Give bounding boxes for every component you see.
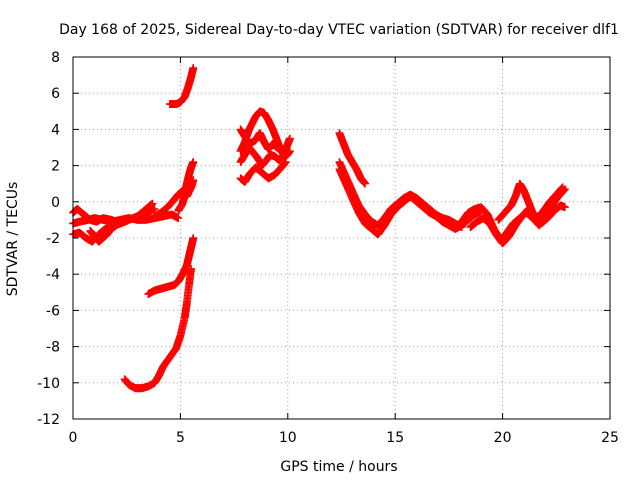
x-axis-label: GPS time / hours <box>280 459 397 475</box>
data-point-marker <box>558 183 567 192</box>
y-tick-label: -8 <box>46 340 60 356</box>
data-point-marker <box>286 134 294 143</box>
y-tick-label: -10 <box>37 376 60 392</box>
series-arc-13 <box>236 158 290 186</box>
x-tick-label: 25 <box>601 430 619 446</box>
data-point-marker <box>361 179 369 188</box>
y-tick-label: 4 <box>51 122 60 138</box>
x-tick-label: 5 <box>176 430 185 446</box>
y-tick-label: -6 <box>46 303 60 319</box>
data-point-marker <box>187 264 195 273</box>
grid-layer <box>73 57 610 419</box>
x-tick-label: 15 <box>386 430 404 446</box>
data-marks <box>69 64 569 393</box>
series-arc-4 <box>86 216 131 246</box>
data-point-marker <box>561 203 569 212</box>
data-point-marker <box>189 234 198 242</box>
x-tick-label: 0 <box>69 430 78 446</box>
x-tick-label: 20 <box>494 430 512 446</box>
y-tick-label: 0 <box>51 195 60 211</box>
axis-ticks: 0 5 10 15 20 25 -12 -10 -8 -6 -4 -2 0 2 4 6 8 <box>37 50 619 446</box>
y-tick-label: -12 <box>37 412 60 428</box>
series-arc-9 <box>120 264 195 393</box>
y-axis-label: SDTVAR / TECUs <box>5 182 21 297</box>
y-tick-label: -2 <box>46 231 60 247</box>
data-point-marker <box>148 199 157 208</box>
y-tick-label: 6 <box>51 86 60 102</box>
data-point-marker <box>122 216 131 224</box>
y-tick-label: -4 <box>46 267 60 283</box>
series-arc-12 <box>236 134 294 170</box>
y-tick-label: 2 <box>51 159 60 175</box>
series-arc-19 <box>494 179 567 224</box>
data-point-marker <box>150 205 159 213</box>
x-tick-label: 10 <box>279 430 297 446</box>
chart-title: Day 168 of 2025, Sidereal Day-to-day VTE… <box>59 22 619 38</box>
data-point-marker <box>281 158 290 166</box>
data-point-marker <box>189 64 198 72</box>
series-arc-6 <box>174 158 198 215</box>
series-arc-14 <box>335 129 369 188</box>
data-point-marker <box>174 214 183 222</box>
data-point-marker <box>189 158 198 166</box>
y-tick-label: 8 <box>51 50 60 66</box>
series-arc-8 <box>144 234 198 298</box>
series-arc-7 <box>165 64 198 108</box>
